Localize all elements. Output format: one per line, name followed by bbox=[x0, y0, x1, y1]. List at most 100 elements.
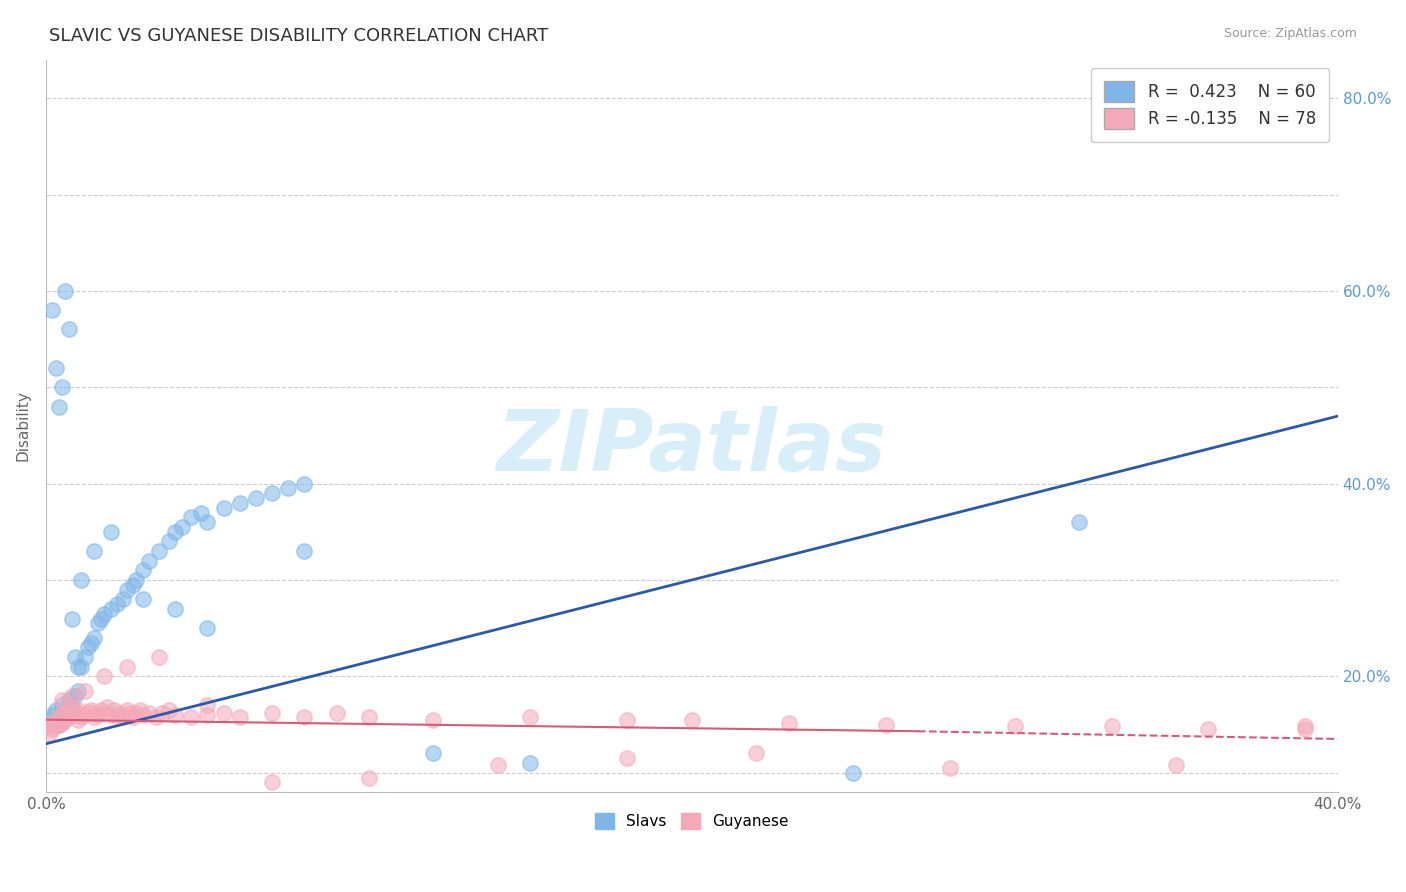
Point bbox=[38, 727, 60, 741]
Point bbox=[112, 710, 135, 724]
Point bbox=[1294, 723, 1316, 737]
Point bbox=[616, 751, 638, 765]
Point bbox=[80, 703, 103, 717]
Point bbox=[1069, 515, 1091, 529]
Point bbox=[1294, 719, 1316, 733]
Point bbox=[157, 703, 180, 717]
Point bbox=[77, 705, 100, 719]
Point bbox=[180, 710, 202, 724]
Point bbox=[148, 544, 170, 558]
Point bbox=[357, 771, 380, 785]
Point bbox=[132, 563, 155, 577]
Point bbox=[80, 635, 103, 649]
Point bbox=[93, 607, 115, 621]
Point bbox=[197, 515, 219, 529]
Point bbox=[745, 747, 768, 761]
Point bbox=[519, 710, 541, 724]
Point bbox=[616, 713, 638, 727]
Point bbox=[357, 710, 380, 724]
Point bbox=[165, 524, 187, 539]
Point bbox=[53, 284, 76, 298]
Point bbox=[53, 713, 76, 727]
Legend: Slavs, Guyanese: Slavs, Guyanese bbox=[589, 807, 794, 836]
Point bbox=[292, 544, 315, 558]
Point bbox=[681, 713, 703, 727]
Point bbox=[277, 482, 299, 496]
Point bbox=[51, 715, 73, 730]
Point bbox=[73, 707, 96, 722]
Point bbox=[125, 706, 148, 720]
Point bbox=[90, 611, 112, 625]
Point bbox=[486, 758, 509, 772]
Text: SLAVIC VS GUYANESE DISABILITY CORRELATION CHART: SLAVIC VS GUYANESE DISABILITY CORRELATIO… bbox=[49, 27, 548, 45]
Point bbox=[51, 693, 73, 707]
Point bbox=[83, 710, 105, 724]
Point bbox=[103, 703, 125, 717]
Point bbox=[132, 592, 155, 607]
Point bbox=[38, 713, 60, 727]
Point bbox=[86, 707, 108, 722]
Point bbox=[292, 710, 315, 724]
Point bbox=[41, 723, 63, 737]
Point bbox=[100, 602, 122, 616]
Point bbox=[519, 756, 541, 770]
Point bbox=[292, 476, 315, 491]
Point bbox=[325, 706, 347, 720]
Point bbox=[67, 683, 90, 698]
Point bbox=[115, 582, 138, 597]
Text: Source: ZipAtlas.com: Source: ZipAtlas.com bbox=[1223, 27, 1357, 40]
Point bbox=[48, 400, 70, 414]
Point bbox=[51, 707, 73, 722]
Point bbox=[157, 534, 180, 549]
Point bbox=[58, 322, 80, 336]
Point bbox=[122, 578, 145, 592]
Point bbox=[118, 706, 141, 720]
Point bbox=[212, 500, 235, 515]
Point bbox=[73, 650, 96, 665]
Point bbox=[842, 765, 865, 780]
Point bbox=[190, 506, 212, 520]
Point bbox=[875, 717, 897, 731]
Point bbox=[70, 710, 93, 724]
Point bbox=[1004, 719, 1026, 733]
Point bbox=[148, 650, 170, 665]
Point bbox=[60, 700, 83, 714]
Point bbox=[53, 706, 76, 720]
Point bbox=[422, 713, 444, 727]
Point bbox=[122, 710, 145, 724]
Point bbox=[115, 659, 138, 673]
Point bbox=[41, 715, 63, 730]
Point bbox=[45, 361, 67, 376]
Point bbox=[90, 703, 112, 717]
Point bbox=[245, 491, 267, 505]
Point bbox=[132, 707, 155, 722]
Point bbox=[51, 380, 73, 394]
Point bbox=[128, 703, 150, 717]
Point bbox=[197, 698, 219, 713]
Point bbox=[105, 597, 128, 611]
Point bbox=[67, 659, 90, 673]
Point bbox=[138, 554, 160, 568]
Point bbox=[51, 698, 73, 713]
Point bbox=[1198, 723, 1220, 737]
Point bbox=[86, 616, 108, 631]
Point bbox=[260, 706, 283, 720]
Point bbox=[197, 621, 219, 635]
Point bbox=[1101, 719, 1123, 733]
Point bbox=[93, 669, 115, 683]
Point bbox=[165, 707, 187, 722]
Point bbox=[83, 706, 105, 720]
Point bbox=[100, 707, 122, 722]
Point bbox=[110, 706, 132, 720]
Point bbox=[197, 707, 219, 722]
Point bbox=[165, 602, 187, 616]
Point bbox=[138, 706, 160, 720]
Point bbox=[939, 761, 962, 775]
Point bbox=[96, 700, 118, 714]
Point bbox=[260, 486, 283, 500]
Point bbox=[100, 524, 122, 539]
Point bbox=[422, 747, 444, 761]
Point bbox=[212, 706, 235, 720]
Point bbox=[77, 640, 100, 655]
Point bbox=[48, 717, 70, 731]
